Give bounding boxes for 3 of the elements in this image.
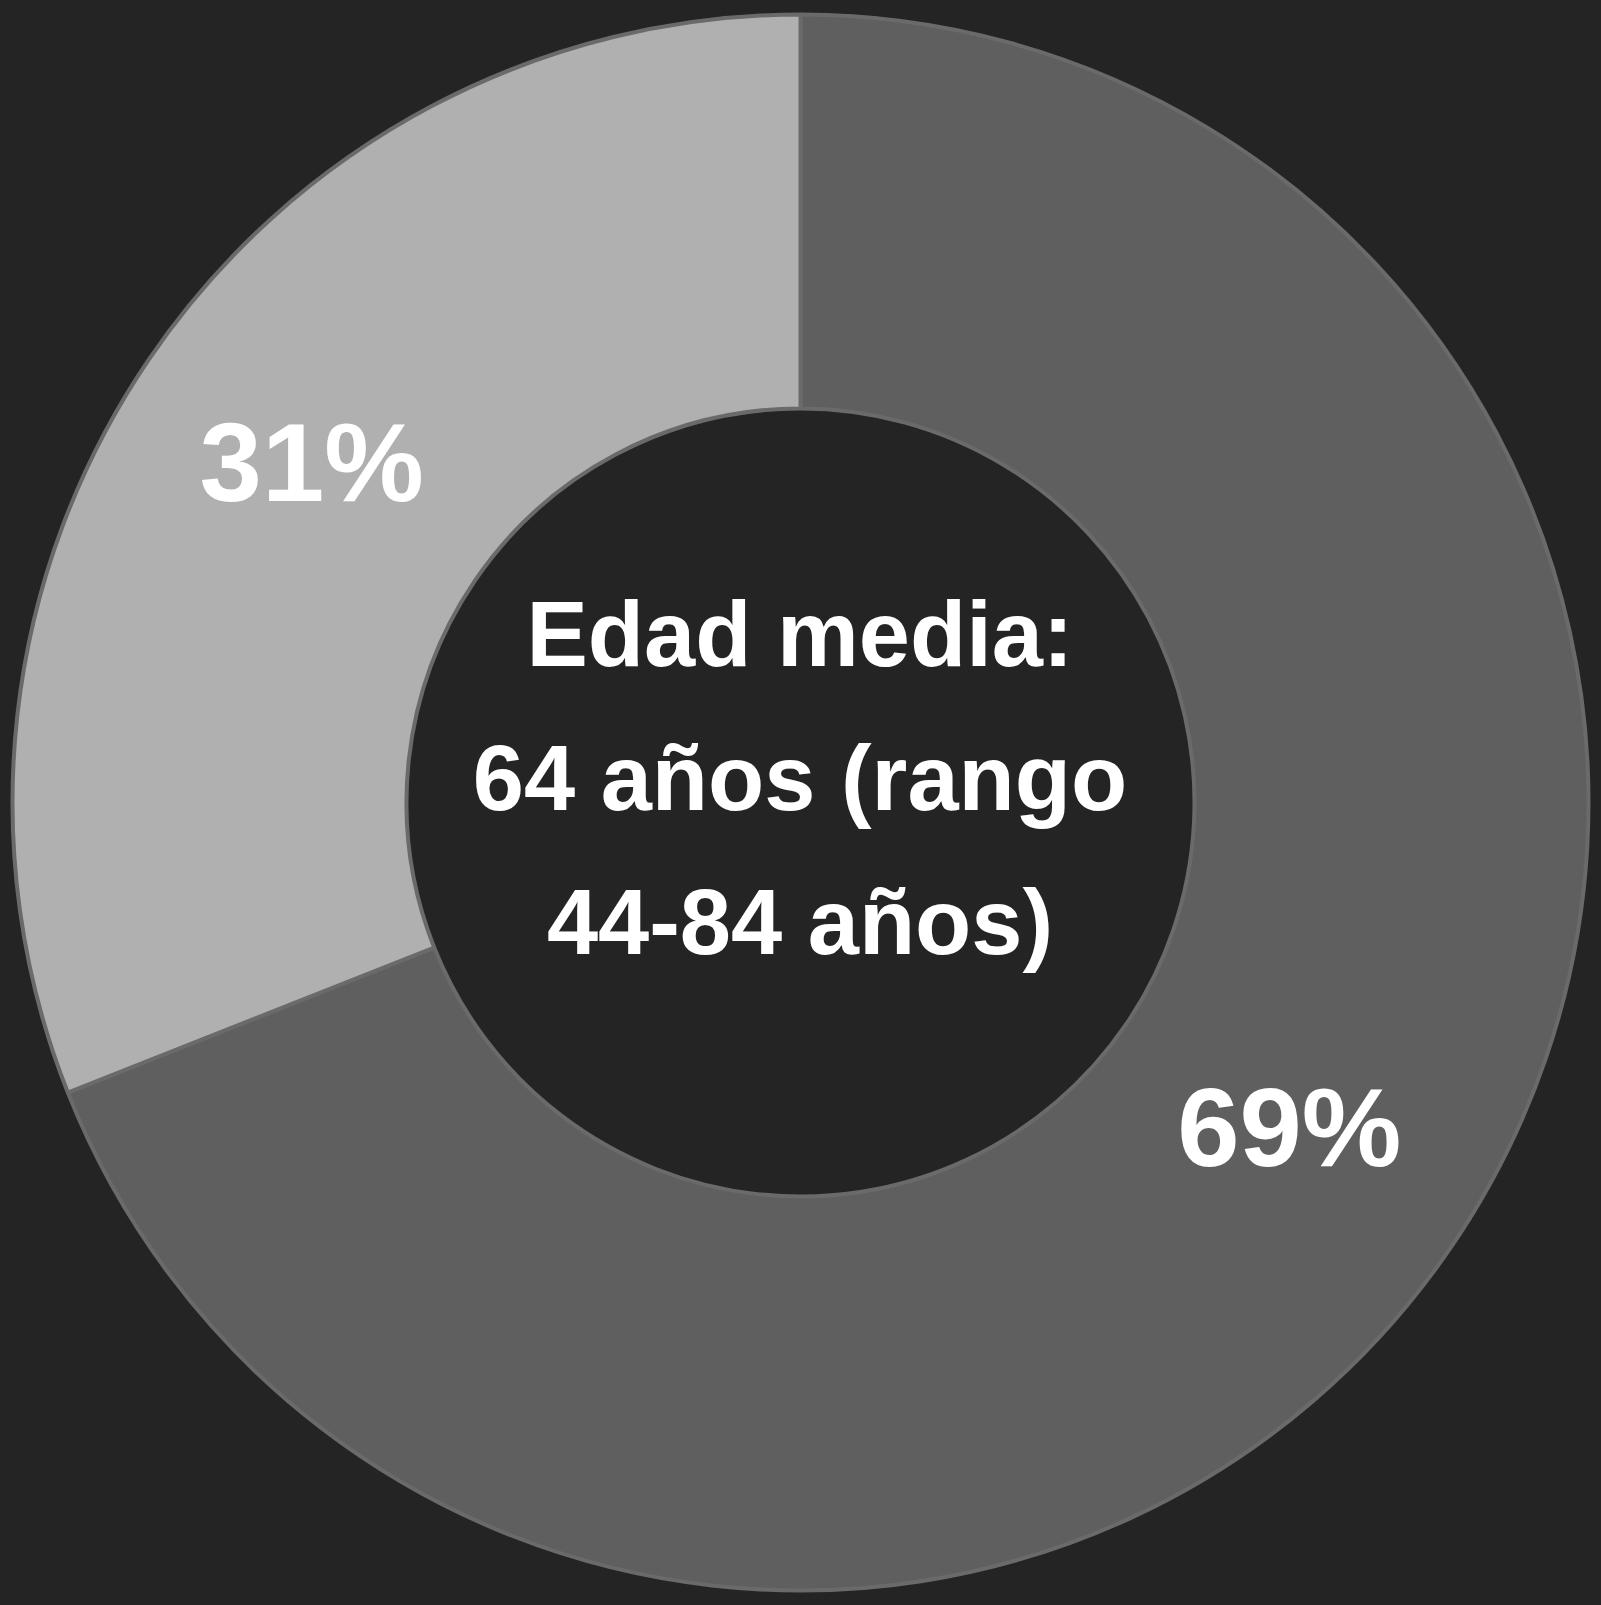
- data-label: 69%: [1177, 1064, 1402, 1190]
- data-label: 31%: [199, 400, 424, 526]
- text: Edad media: 64 años (rango 44-84 años): [471, 582, 1129, 975]
